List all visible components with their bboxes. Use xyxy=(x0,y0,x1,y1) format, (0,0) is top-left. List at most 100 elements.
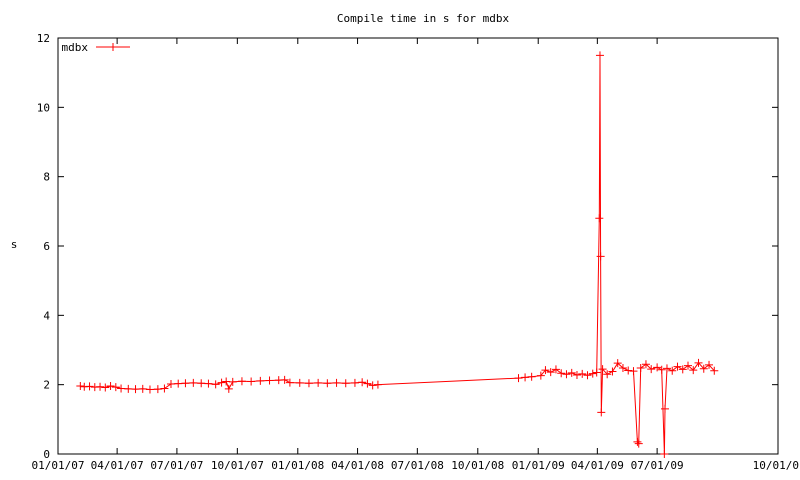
data-point xyxy=(641,360,650,369)
data-point xyxy=(595,51,604,60)
data-point xyxy=(332,378,341,387)
data-point xyxy=(598,365,607,374)
y-tick-label: 12 xyxy=(37,32,50,45)
data-point xyxy=(295,378,304,387)
data-point xyxy=(514,374,523,383)
legend-marker-mdbx xyxy=(109,43,117,51)
data-point xyxy=(204,379,213,388)
data-point xyxy=(368,381,377,390)
data-point xyxy=(527,372,536,381)
data-point xyxy=(689,366,698,375)
data-point xyxy=(633,437,642,446)
data-point xyxy=(536,371,545,380)
series-mdbx xyxy=(76,51,719,458)
x-tick-label: 07/01/09 xyxy=(631,459,684,472)
axis-ticks xyxy=(57,37,779,455)
y-tick-label: 2 xyxy=(43,379,50,392)
data-point xyxy=(699,364,708,373)
y-axis-label: s xyxy=(11,238,18,251)
legend-label-mdbx: mdbx xyxy=(62,41,89,54)
data-point xyxy=(546,368,555,377)
data-point xyxy=(710,366,719,375)
data-point xyxy=(572,370,581,379)
data-point xyxy=(160,384,169,393)
series-layer xyxy=(76,51,719,458)
data-point xyxy=(285,378,294,387)
y-tick-label: 10 xyxy=(37,101,50,114)
data-point xyxy=(578,369,587,378)
data-point xyxy=(174,379,183,388)
data-point xyxy=(668,366,677,375)
data-point xyxy=(660,450,669,458)
x-tick-label: 01/01/08 xyxy=(271,459,324,472)
data-point xyxy=(634,439,643,448)
data-point xyxy=(694,358,703,367)
data-point xyxy=(106,382,115,391)
data-point xyxy=(224,384,233,393)
data-point xyxy=(583,371,592,380)
data-point xyxy=(592,368,601,377)
data-point xyxy=(124,384,133,393)
data-point xyxy=(562,370,571,379)
data-point xyxy=(521,373,530,382)
data-point xyxy=(613,359,622,368)
axis-tick-labels: 0 2 4 6 8 10 12 01/01/07 04/01/07 07/01/07 10/01/0… xyxy=(32,32,799,472)
data-point xyxy=(217,378,226,387)
data-point xyxy=(111,383,120,392)
x-tick-label: 01/01/07 xyxy=(32,459,85,472)
x-tick-label: 10/01/08 xyxy=(451,459,504,472)
data-point xyxy=(624,366,633,375)
x-tick-label: 04/01/09 xyxy=(571,459,624,472)
data-point xyxy=(636,364,645,373)
chart-title: Compile time in s for mdbx xyxy=(337,12,510,25)
data-point xyxy=(256,376,265,385)
data-point xyxy=(304,379,313,388)
y-tick-label: 8 xyxy=(43,171,50,184)
data-point xyxy=(341,379,350,388)
x-tick-label: 07/01/08 xyxy=(391,459,444,472)
data-point xyxy=(197,379,206,388)
data-point xyxy=(181,379,190,388)
data-point xyxy=(647,365,656,374)
data-point xyxy=(228,377,237,386)
data-point xyxy=(657,365,666,374)
data-point xyxy=(138,384,147,393)
data-point xyxy=(597,408,606,417)
data-point xyxy=(323,379,332,388)
y-tick-label: 0 xyxy=(43,448,50,461)
data-point xyxy=(567,368,576,377)
data-point xyxy=(629,367,638,376)
data-point xyxy=(618,364,627,373)
data-point xyxy=(117,384,126,393)
data-point xyxy=(678,365,687,374)
y-tick-label: 6 xyxy=(43,240,50,253)
x-tick-label: 07/01/07 xyxy=(150,459,203,472)
data-point xyxy=(189,378,198,387)
data-point xyxy=(101,383,110,392)
data-point xyxy=(705,360,714,369)
data-point xyxy=(673,362,682,371)
x-tick-label: 04/01/08 xyxy=(331,459,384,472)
data-point xyxy=(588,369,597,378)
data-point xyxy=(76,382,85,391)
data-point xyxy=(153,385,162,394)
data-point xyxy=(551,365,560,374)
data-point xyxy=(358,378,367,387)
data-point xyxy=(684,361,692,370)
data-point xyxy=(596,252,605,261)
data-point xyxy=(595,214,604,223)
data-point xyxy=(603,370,612,379)
data-point xyxy=(280,375,289,384)
data-point xyxy=(166,379,175,388)
data-point xyxy=(662,364,671,373)
data-point xyxy=(211,380,220,389)
data-point xyxy=(265,376,274,385)
data-point xyxy=(85,382,94,391)
x-tick-label: 04/01/07 xyxy=(91,459,144,472)
data-point xyxy=(653,363,662,372)
data-point xyxy=(131,385,140,394)
x-tick-label: 10/01/07 xyxy=(211,459,264,472)
data-point xyxy=(661,404,670,413)
series-line-mdbx xyxy=(80,55,715,455)
